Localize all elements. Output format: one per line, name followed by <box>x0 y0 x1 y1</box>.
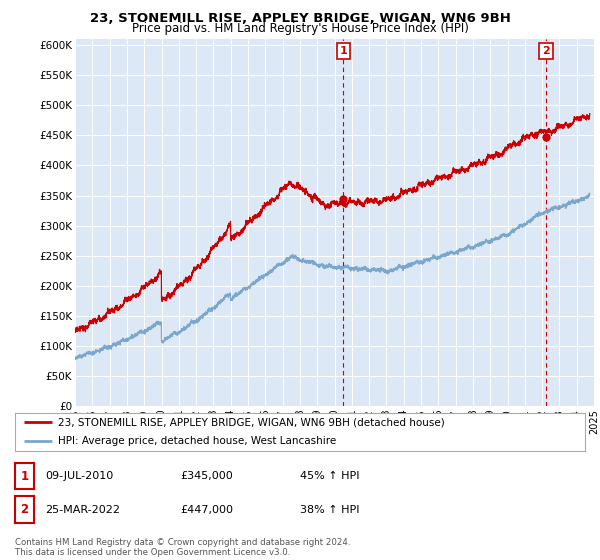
Text: 09-JUL-2010: 09-JUL-2010 <box>45 471 113 481</box>
Text: 1: 1 <box>20 469 29 483</box>
Text: 23, STONEMILL RISE, APPLEY BRIDGE, WIGAN, WN6 9BH (detached house): 23, STONEMILL RISE, APPLEY BRIDGE, WIGAN… <box>58 417 445 427</box>
Text: £447,000: £447,000 <box>180 505 233 515</box>
Text: 1: 1 <box>340 46 347 56</box>
Text: 38% ↑ HPI: 38% ↑ HPI <box>300 505 359 515</box>
Text: This data is licensed under the Open Government Licence v3.0.: This data is licensed under the Open Gov… <box>15 548 290 557</box>
Text: HPI: Average price, detached house, West Lancashire: HPI: Average price, detached house, West… <box>58 436 336 446</box>
Text: 25-MAR-2022: 25-MAR-2022 <box>45 505 120 515</box>
Text: 2: 2 <box>542 46 550 56</box>
Text: 2: 2 <box>20 503 29 516</box>
Text: 23, STONEMILL RISE, APPLEY BRIDGE, WIGAN, WN6 9BH: 23, STONEMILL RISE, APPLEY BRIDGE, WIGAN… <box>89 12 511 25</box>
Text: 45% ↑ HPI: 45% ↑ HPI <box>300 471 359 481</box>
Text: Price paid vs. HM Land Registry's House Price Index (HPI): Price paid vs. HM Land Registry's House … <box>131 22 469 35</box>
Text: £345,000: £345,000 <box>180 471 233 481</box>
Text: Contains HM Land Registry data © Crown copyright and database right 2024.: Contains HM Land Registry data © Crown c… <box>15 538 350 547</box>
